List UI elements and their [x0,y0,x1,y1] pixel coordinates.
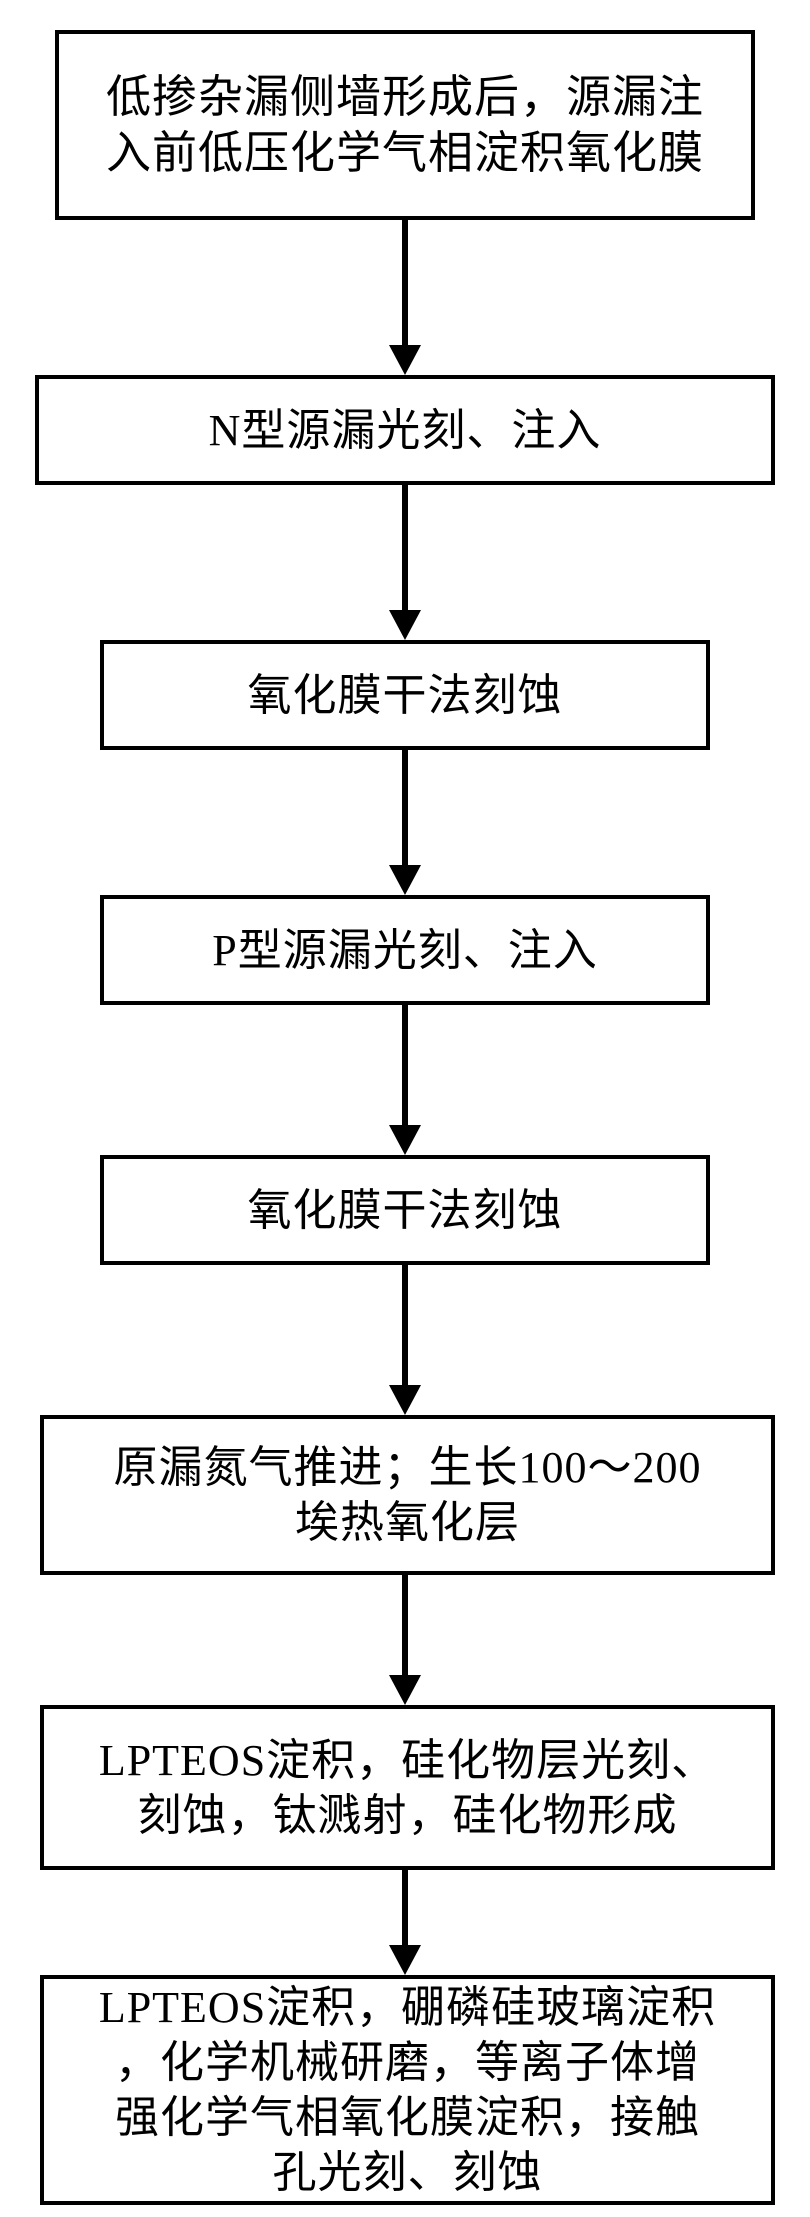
flowchart-node-text: N型源漏光刻、注入 [209,403,602,458]
flowchart-arrow-head [389,1385,421,1415]
flowchart-node-n4: P型源漏光刻、注入 [100,895,710,1005]
flowchart-node-text: LPTEOS淀积，硼磷硅玻璃淀积 ，化学机械研磨，等离子体增 强化学气相氧化膜淀… [99,1980,716,2200]
flowchart-node-n3: 氧化膜干法刻蚀 [100,640,710,750]
flowchart-arrow-head [389,610,421,640]
flowchart-canvas: 低掺杂漏侧墙形成后，源漏注 入前低压化学气相淀积氧化膜 N型源漏光刻、注入氧化膜干… [0,0,810,2217]
flowchart-arrow-line [402,1005,408,1125]
flowchart-node-n8: LPTEOS淀积，硼磷硅玻璃淀积 ，化学机械研磨，等离子体增 强化学气相氧化膜淀… [40,1975,775,2205]
flowchart-arrow-line [402,1265,408,1385]
flowchart-node-n6: 原漏氮气推进；生长100～200 埃热氧化层 [40,1415,775,1575]
flowchart-arrow-line [402,220,408,345]
flowchart-node-text: LPTEOS淀积，硅化物层光刻、 刻蚀，钛溅射，硅化物形成 [99,1733,716,1843]
flowchart-node-n2: N型源漏光刻、注入 [35,375,775,485]
flowchart-arrow-head [389,865,421,895]
flowchart-arrow-head [389,1945,421,1975]
flowchart-node-text: P型源漏光刻、注入 [212,923,597,978]
flowchart-arrow-head [389,1675,421,1705]
flowchart-arrow-line [402,485,408,610]
flowchart-node-text: 原漏氮气推进；生长100～200 埃热氧化层 [114,1440,702,1550]
flowchart-arrow-line [402,750,408,865]
flowchart-node-text: 低掺杂漏侧墙形成后，源漏注 入前低压化学气相淀积氧化膜 [106,69,704,182]
flowchart-arrow-head [389,345,421,375]
flowchart-arrow-line [402,1575,408,1675]
flowchart-node-text: 氧化膜干法刻蚀 [248,1183,563,1238]
flowchart-arrow-line [402,1870,408,1945]
flowchart-node-n1: 低掺杂漏侧墙形成后，源漏注 入前低压化学气相淀积氧化膜 [55,30,755,220]
flowchart-arrow-head [389,1125,421,1155]
flowchart-node-n7: LPTEOS淀积，硅化物层光刻、 刻蚀，钛溅射，硅化物形成 [40,1705,775,1870]
flowchart-node-text: 氧化膜干法刻蚀 [248,668,563,723]
flowchart-node-n5: 氧化膜干法刻蚀 [100,1155,710,1265]
